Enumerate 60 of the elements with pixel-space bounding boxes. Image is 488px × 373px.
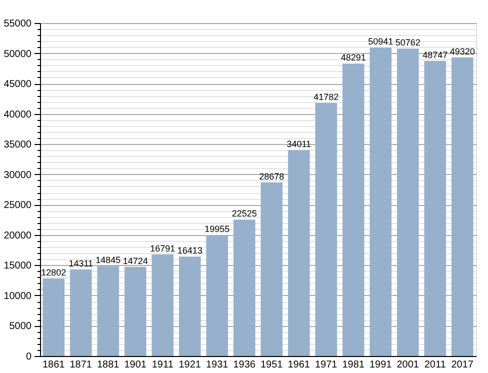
y-tick-label: 45000 <box>4 79 32 90</box>
x-tick-label: 1931 <box>206 360 229 370</box>
bar <box>178 256 201 356</box>
x-tick-label: 1936 <box>233 360 256 370</box>
data-label: 16791 <box>150 243 176 254</box>
data-label: 41782 <box>314 92 339 102</box>
bar <box>206 235 228 356</box>
bar <box>124 266 146 356</box>
data-label: 14311 <box>68 258 94 268</box>
y-tick-label: 30000 <box>4 170 32 181</box>
bar <box>424 60 446 356</box>
data-label: 19955 <box>204 224 230 234</box>
x-tick-label: 1871 <box>70 360 92 370</box>
x-tick-label: 2017 <box>451 360 474 370</box>
x-tick-label: 1881 <box>97 360 120 370</box>
y-tick-label: 15000 <box>4 260 32 272</box>
bar <box>288 150 310 356</box>
x-tick-label: 1971 <box>315 360 338 370</box>
bar <box>342 64 364 356</box>
x-tick-label: 1991 <box>370 360 392 370</box>
bar <box>42 278 65 356</box>
y-tick-label: 5000 <box>9 321 32 332</box>
bar <box>370 48 392 356</box>
bar <box>97 266 120 356</box>
y-tick-label: 35000 <box>4 140 32 151</box>
x-tick-label: 1921 <box>178 360 202 370</box>
bar <box>233 220 256 356</box>
bar <box>260 182 283 356</box>
y-tick-label: 55000 <box>4 18 32 30</box>
bar <box>396 48 419 356</box>
data-label: 28678 <box>259 171 284 182</box>
data-label: 50941 <box>368 36 394 47</box>
data-label: 22525 <box>232 208 257 219</box>
x-tick-label: 1861 <box>42 360 66 370</box>
data-label: 12802 <box>41 267 66 278</box>
y-tick-label: 40000 <box>4 109 32 120</box>
y-tick-label: 20000 <box>4 230 32 242</box>
y-tick-label: 0 <box>26 352 32 362</box>
y-tick-label: 10000 <box>4 290 32 302</box>
x-tick-label: 1951 <box>260 360 284 370</box>
bar <box>152 254 174 356</box>
x-tick-label: 2011 <box>424 360 446 370</box>
data-label: 14724 <box>122 256 148 266</box>
data-label: 48291 <box>340 52 366 63</box>
bar <box>451 57 474 356</box>
x-tick-label: 1961 <box>288 360 310 370</box>
y-tick-label: 25000 <box>4 200 32 212</box>
x-tick-label: 1911 <box>152 360 174 370</box>
y-tick-label: 50000 <box>4 48 32 60</box>
data-label: 49320 <box>450 46 475 56</box>
x-tick-label: 1981 <box>342 360 365 370</box>
x-tick-label: 2001 <box>396 360 420 370</box>
bar <box>70 269 92 356</box>
bar <box>315 103 338 356</box>
x-tick-label: 1901 <box>124 360 147 370</box>
data-label: 16413 <box>177 246 202 256</box>
data-label: 34011 <box>286 139 312 150</box>
data-label: 14845 <box>96 255 121 266</box>
data-label: 48747 <box>422 50 448 60</box>
data-label: 50762 <box>395 38 420 48</box>
